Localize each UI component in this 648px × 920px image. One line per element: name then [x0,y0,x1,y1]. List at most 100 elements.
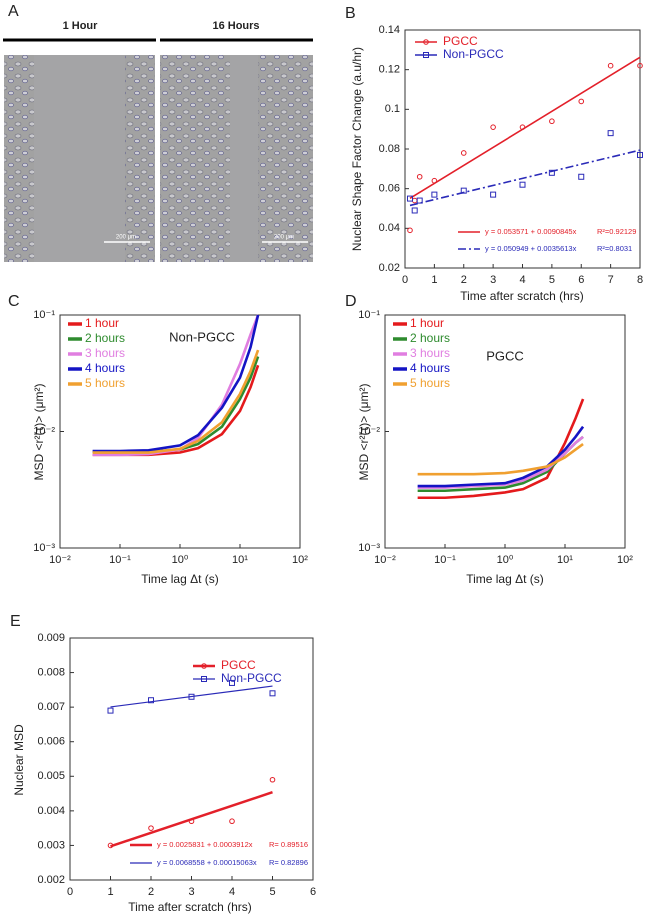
marker [490,124,496,130]
legend-label: 4 hours [410,361,450,375]
marker [269,690,276,697]
scale-bar-label: 200 μm [116,235,136,241]
panel-label: A [8,3,19,20]
x-axis-label: Time after scratch (hrs) [460,289,584,303]
marker [490,191,497,198]
y-tick-label: 0.08 [379,143,400,155]
marker [416,197,423,204]
x-tick-label: 6 [310,886,316,898]
x-tick-label: 3 [490,274,496,286]
y-tick-label: 0.006 [37,736,65,748]
y-tick-label: 10⁻³ [358,542,380,554]
y-tick-label: 10⁻² [33,425,55,437]
x-tick-label: 8 [637,274,643,286]
marker [607,130,614,137]
x-tick-label: 0 [402,274,408,286]
legend-label: 4 hours [85,361,125,375]
legend-label: 3 hours [85,346,125,360]
y-axis-label: Nuclear Shape Factor Change (a.u/hr) [350,47,364,251]
x-tick-label: 3 [188,886,194,898]
x-tick-label: 10⁻² [49,554,71,566]
fit-line [110,791,273,848]
image-title: 1 Hour [63,20,99,32]
marker [549,118,555,125]
fit-line [409,56,641,200]
x-tick-label: 1 [431,274,437,286]
legend-label: Non-PGCC [443,47,504,61]
marker [148,825,154,831]
marker [411,197,418,204]
marker [578,173,585,180]
legend-label: 2 hours [410,331,450,345]
x-tick-label: 10⁻¹ [434,554,456,566]
y-tick-label: 10⁻³ [33,542,55,554]
panel-label: E [10,613,21,630]
y-tick-label: 0.005 [37,770,65,782]
series-line [92,314,260,453]
legend-label: 5 hours [410,376,450,390]
x-tick-label: 10⁰ [497,554,514,566]
series-line [92,314,260,457]
fit-equation: y = 0.0025831 + 0.0003912x [157,840,253,849]
annotation: Non-PGCC [169,329,235,344]
x-axis-label: Time after scratch (hrs) [128,900,252,914]
image-title: 16 Hours [212,20,259,32]
y-tick-label: 0.04 [379,222,400,234]
y-tick-label: 0.12 [379,64,400,76]
marker [460,150,467,156]
marker [607,62,614,69]
panel-label: C [8,293,20,310]
legend-label: PGCC [443,34,478,48]
scale-bar-label: 200 μm [274,235,294,241]
chart: E 0 1 2 3 4 5 6 0.002 0.003 0.004 0.005 0.006 0.007 0.… [10,613,316,914]
x-axis-label: Time lag Δt (s) [141,572,219,586]
marker [229,818,235,825]
x-tick-label: 10² [617,554,633,566]
y-tick-label: 0.1 [385,103,400,115]
x-tick-label: 10² [292,554,308,566]
marker [411,207,418,214]
y-tick-label: 10⁻¹ [358,309,380,321]
annotation: PGCC [486,348,524,363]
x-tick-label: 4 [229,886,235,898]
y-tick-label: 0.008 [37,666,65,678]
legend-label: 2 hours [85,331,125,345]
series-line [417,443,584,476]
y-tick-label: 0.14 [379,24,400,36]
marker [201,676,207,682]
fit-equation: y = 0.0068558 + 0.00015063x [157,858,257,867]
marker [423,39,429,45]
marker [201,663,207,669]
x-tick-label: 10⁻¹ [109,554,131,566]
series-line [417,425,585,488]
x-tick-label: 2 [461,274,467,286]
marker [519,181,526,188]
y-tick-label: 0.009 [37,632,65,644]
x-tick-label: 7 [608,274,614,286]
x-tick-label: 2 [148,886,154,898]
y-axis-label: MSD <r²(τ)> (μm²) [32,384,46,481]
micrograph: 200 μm [4,55,155,262]
panel-label: B [345,5,356,22]
panel-label: D [345,293,357,310]
fit-r: R²=0.92129 [597,227,636,236]
legend-label: PGCC [221,658,256,672]
series-line [417,435,584,489]
y-tick-label: 0.002 [37,874,65,886]
y-axis-label: MSD <r²(τ)> (μm²) [357,384,371,481]
marker [407,227,413,234]
y-tick-label: 0.02 [379,262,400,274]
fit-r: R= 0.89516 [269,840,308,849]
marker [107,707,114,714]
marker [431,191,438,198]
fit-equation: y = 0.050949 + 0.0035613x [485,244,577,253]
legend-label: Non-PGCC [221,671,282,685]
y-tick-label: 0.003 [37,839,65,851]
fit-equation: y = 0.053571 + 0.0090845x [485,227,577,236]
micrograph: 200 μm [160,55,313,262]
marker [578,98,585,105]
x-tick-label: 0 [67,886,73,898]
fit-r: R= 0.82896 [269,858,308,867]
